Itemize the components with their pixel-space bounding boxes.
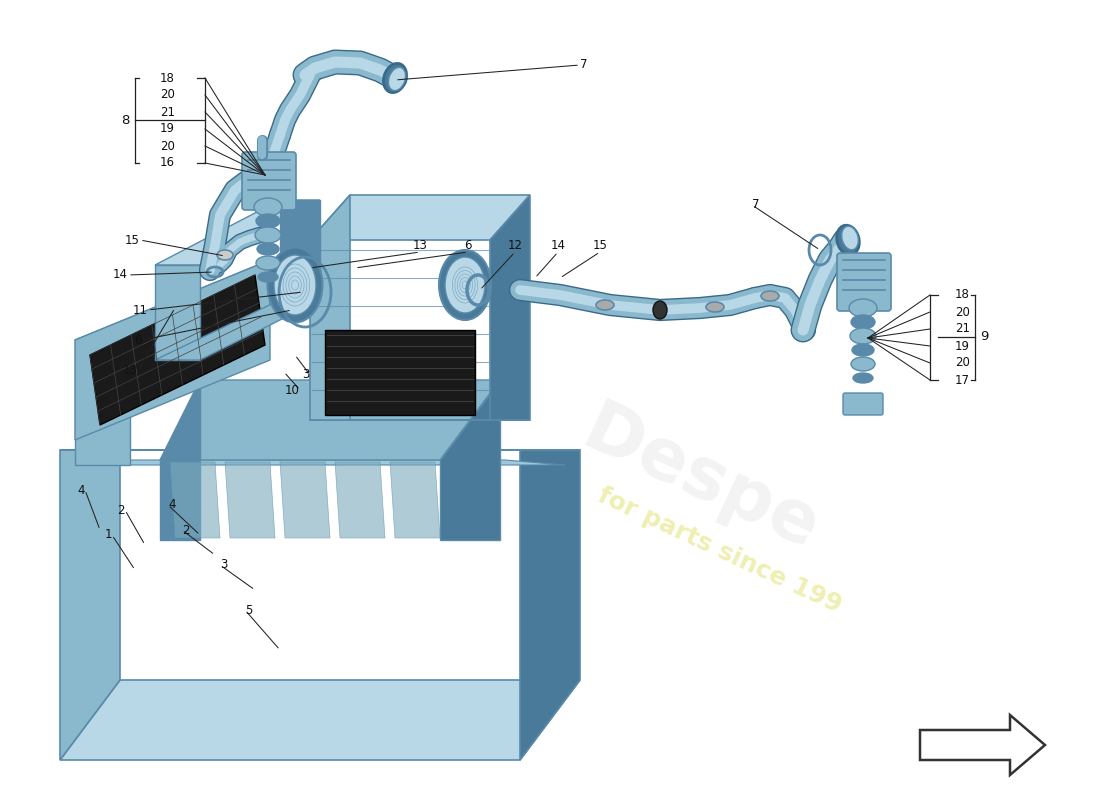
Text: 14: 14 (550, 239, 565, 252)
Ellipse shape (842, 226, 858, 250)
Text: Despe: Despe (571, 395, 829, 565)
Text: 2: 2 (182, 523, 189, 537)
Text: 18: 18 (955, 289, 970, 302)
Polygon shape (490, 195, 530, 420)
Ellipse shape (446, 257, 485, 313)
Ellipse shape (852, 344, 874, 356)
Text: 15: 15 (125, 234, 140, 246)
Text: 4: 4 (77, 483, 85, 497)
Polygon shape (280, 200, 320, 300)
Ellipse shape (849, 299, 877, 317)
Ellipse shape (851, 315, 874, 329)
Ellipse shape (706, 302, 724, 312)
Text: 17: 17 (955, 374, 970, 386)
Polygon shape (520, 450, 580, 760)
Polygon shape (226, 462, 275, 538)
Polygon shape (440, 380, 500, 540)
Ellipse shape (761, 291, 779, 301)
Ellipse shape (851, 357, 874, 371)
Polygon shape (75, 260, 330, 340)
Text: 3: 3 (302, 369, 310, 382)
Text: 21: 21 (160, 106, 175, 118)
Polygon shape (324, 330, 475, 415)
Polygon shape (170, 462, 220, 538)
Ellipse shape (256, 256, 280, 270)
Text: 21: 21 (955, 322, 970, 335)
Text: 2: 2 (118, 503, 125, 517)
Text: 13: 13 (123, 363, 138, 377)
Text: 10: 10 (285, 383, 300, 397)
Ellipse shape (837, 226, 859, 254)
Polygon shape (336, 462, 385, 538)
Ellipse shape (596, 300, 614, 310)
Text: 14: 14 (113, 269, 128, 282)
Text: 11: 11 (133, 303, 148, 317)
Text: 20: 20 (161, 139, 175, 153)
Polygon shape (155, 265, 200, 360)
Polygon shape (155, 300, 320, 360)
Polygon shape (920, 715, 1045, 775)
Ellipse shape (217, 250, 233, 260)
Ellipse shape (653, 301, 667, 319)
Ellipse shape (257, 243, 279, 255)
Ellipse shape (256, 214, 280, 228)
Polygon shape (160, 380, 200, 540)
Text: 4: 4 (168, 498, 176, 511)
Ellipse shape (388, 67, 406, 90)
Text: 8: 8 (122, 114, 130, 126)
Text: 19: 19 (160, 122, 175, 135)
Polygon shape (60, 450, 120, 760)
Polygon shape (280, 462, 330, 538)
Polygon shape (310, 195, 350, 420)
Text: 18: 18 (161, 71, 175, 85)
FancyBboxPatch shape (242, 152, 296, 210)
Text: 12: 12 (507, 239, 522, 252)
Polygon shape (90, 275, 265, 425)
Polygon shape (155, 200, 320, 265)
Polygon shape (75, 460, 565, 465)
Polygon shape (310, 195, 530, 240)
Text: 7: 7 (580, 58, 587, 71)
Text: 15: 15 (593, 239, 607, 252)
Polygon shape (160, 380, 501, 460)
Text: 16: 16 (160, 157, 175, 170)
Ellipse shape (384, 63, 407, 93)
Ellipse shape (255, 227, 280, 243)
Text: 13: 13 (412, 239, 428, 252)
Ellipse shape (274, 255, 316, 315)
FancyBboxPatch shape (837, 253, 891, 311)
Polygon shape (75, 260, 270, 440)
Ellipse shape (439, 250, 491, 320)
Text: 20: 20 (161, 89, 175, 102)
Text: 5: 5 (245, 603, 252, 617)
Polygon shape (75, 340, 130, 465)
Polygon shape (60, 680, 580, 760)
Ellipse shape (254, 198, 282, 216)
FancyBboxPatch shape (843, 393, 883, 415)
Text: for parts since 199: for parts since 199 (594, 483, 846, 617)
Text: 6: 6 (464, 239, 472, 252)
Ellipse shape (267, 247, 322, 322)
Ellipse shape (258, 272, 278, 282)
Ellipse shape (852, 373, 873, 383)
Polygon shape (390, 462, 440, 538)
Text: 9: 9 (980, 330, 989, 343)
Ellipse shape (850, 328, 876, 344)
Text: 20: 20 (955, 357, 970, 370)
Text: 1: 1 (104, 529, 112, 542)
Text: 19: 19 (955, 339, 970, 353)
Text: 6: 6 (134, 334, 142, 346)
Text: 3: 3 (220, 558, 228, 571)
Text: 20: 20 (955, 306, 970, 318)
Text: 7: 7 (752, 198, 759, 211)
